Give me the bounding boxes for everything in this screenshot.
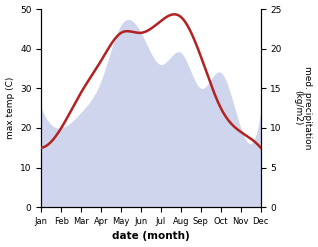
Y-axis label: med. precipitation
(kg/m2): med. precipitation (kg/m2) [293,66,313,150]
Y-axis label: max temp (C): max temp (C) [5,77,15,139]
X-axis label: date (month): date (month) [112,231,190,242]
